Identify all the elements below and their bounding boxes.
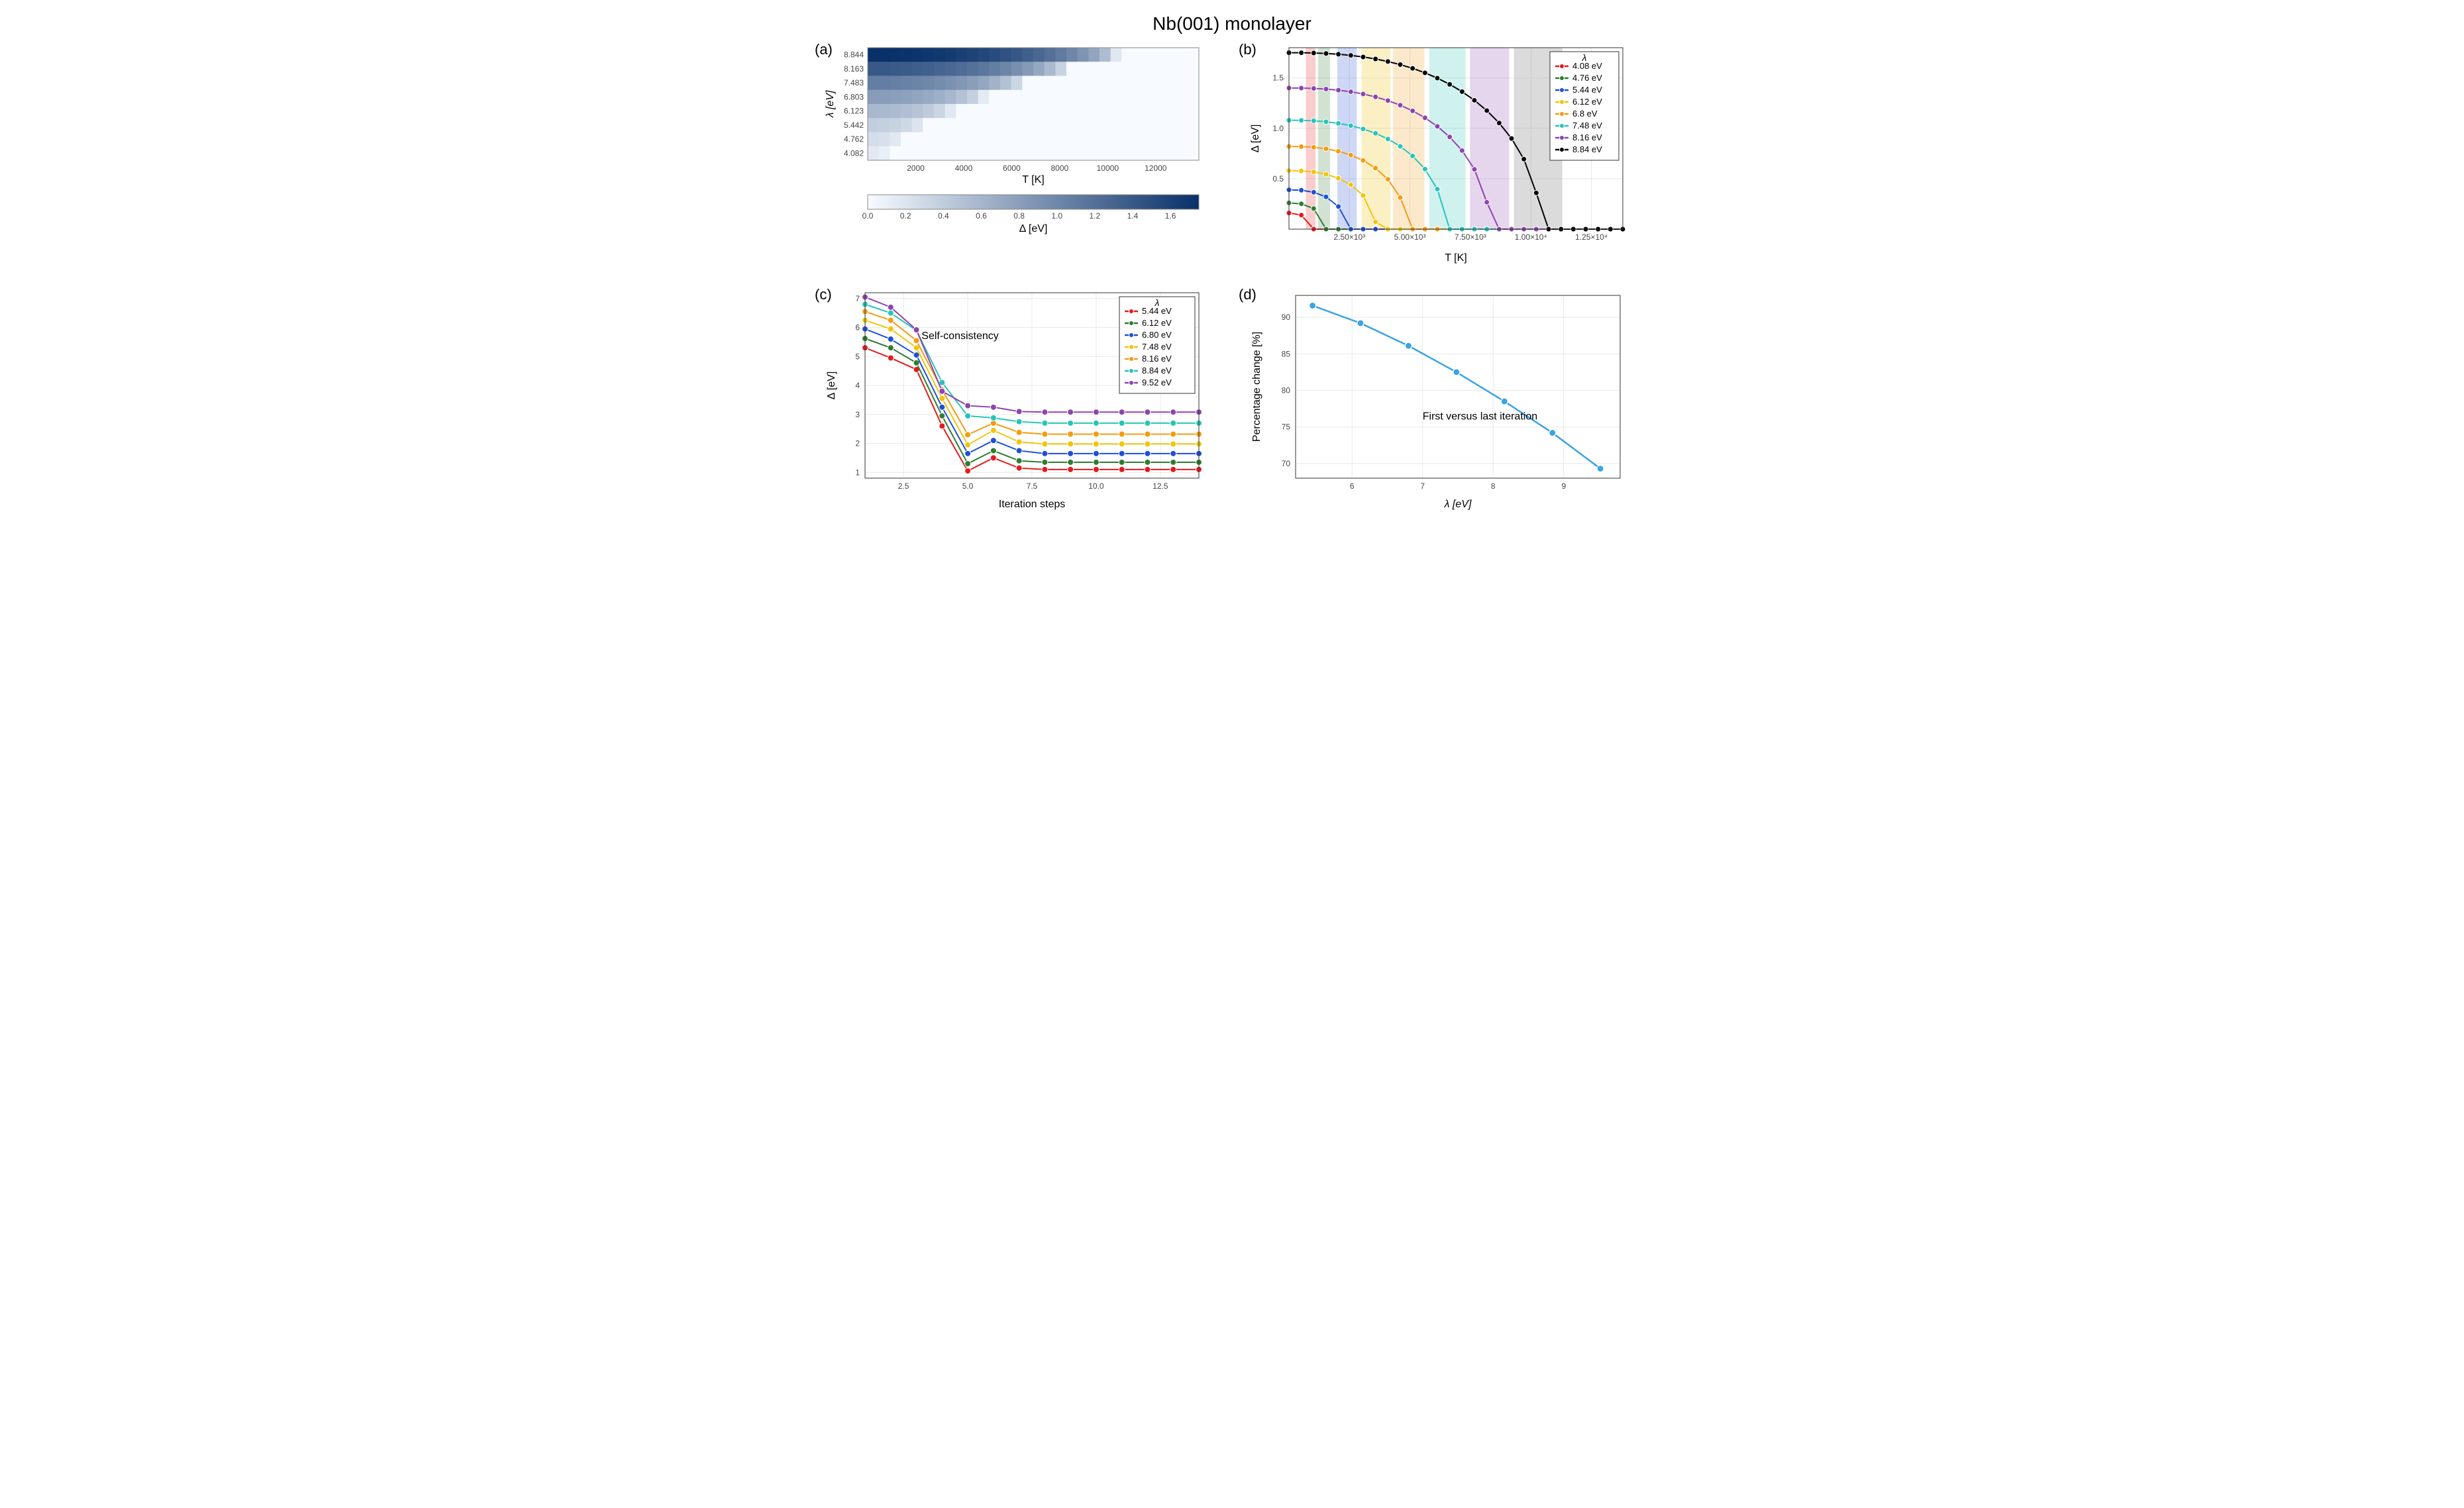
svg-text:12.5: 12.5	[1153, 481, 1168, 491]
svg-text:8.844: 8.844	[844, 50, 864, 60]
panel-c: (c) 12345672.55.07.510.012.5Iteration st…	[821, 286, 1219, 511]
panel-a-label: (a)	[815, 41, 833, 58]
svg-text:λ [eV]: λ [eV]	[1444, 499, 1472, 510]
heatmap-a: 8.844 8.163 7.483 6.803 6.123 5.442 4.762 4.082…	[821, 41, 1206, 266]
svg-text:Iteration steps: Iteration steps	[999, 499, 1066, 510]
svg-text:6.80 eV: 6.80 eV	[1142, 330, 1172, 340]
svg-text:5: 5	[855, 352, 860, 361]
svg-text:0.2: 0.2	[900, 211, 911, 221]
line-chart-b: 0.5 1.0 1.5 2.50×10³ 5.00×10³ 7.50×10³ 1.00×10…	[1245, 41, 1629, 266]
svg-text:7.48 eV: 7.48 eV	[1142, 342, 1172, 352]
svg-text:6.803: 6.803	[844, 92, 864, 101]
panel-grid: (a) 8.8448.1637.4836.8036.1235.4424.7624…	[821, 41, 1643, 511]
svg-text:0.0: 0.0	[862, 211, 874, 221]
svg-text:7.48 eV: 7.48 eV	[1572, 121, 1602, 130]
svg-text:Δ [eV]: Δ [eV]	[1019, 223, 1048, 234]
svg-text:8.84 eV: 8.84 eV	[1142, 366, 1172, 376]
svg-text:6: 6	[855, 323, 860, 332]
panel-b-label: (b)	[1239, 41, 1257, 58]
svg-text:1.25×10⁴: 1.25×10⁴	[1575, 232, 1608, 242]
svg-text:0.8: 0.8	[1013, 211, 1025, 221]
svg-text:2.50×10³: 2.50×10³	[1333, 232, 1365, 242]
panel-d: (d) 70758085906789λ [eV]Percentage chang…	[1245, 286, 1643, 511]
svg-text:1.4: 1.4	[1127, 211, 1139, 221]
svg-text:8.16 eV: 8.16 eV	[1142, 354, 1172, 364]
panel-d-label: (d)	[1239, 286, 1257, 303]
svg-text:8.84 eV: 8.84 eV	[1572, 144, 1602, 154]
svg-text:6.123: 6.123	[844, 107, 864, 116]
svg-text:6.12 eV: 6.12 eV	[1142, 318, 1172, 328]
svg-text:5.442: 5.442	[844, 121, 864, 130]
svg-text:5.44 eV: 5.44 eV	[1572, 85, 1602, 95]
svg-text:8.16 eV: 8.16 eV	[1572, 132, 1602, 142]
svg-text:1.2: 1.2	[1090, 211, 1101, 221]
svg-text:8.163: 8.163	[844, 64, 864, 74]
svg-text:6000: 6000	[1003, 164, 1021, 173]
svg-text:1.0: 1.0	[1272, 124, 1284, 133]
svg-text:T [K]: T [K]	[1022, 174, 1045, 185]
svg-text:5.0: 5.0	[962, 481, 974, 491]
svg-text:7.50×10³: 7.50×10³	[1455, 232, 1486, 242]
svg-text:1.0: 1.0	[1051, 211, 1062, 221]
svg-text:85: 85	[1282, 349, 1291, 358]
svg-text:7: 7	[1420, 481, 1425, 491]
svg-text:Δ [eV]: Δ [eV]	[826, 372, 837, 400]
svg-text:75: 75	[1282, 423, 1291, 432]
svg-text:4.762: 4.762	[844, 134, 864, 144]
svg-text:1.5: 1.5	[1272, 74, 1284, 83]
svg-text:4: 4	[855, 381, 860, 390]
svg-text:8: 8	[1491, 481, 1496, 491]
svg-text:0.5: 0.5	[1272, 174, 1284, 183]
svg-text:1: 1	[855, 468, 860, 477]
svg-text:1.00×10⁴: 1.00×10⁴	[1515, 232, 1547, 242]
figure-root: Nb(001) monolayer (a) 8.8448.1637.4836.8…	[821, 13, 1643, 511]
panel-b: (b) 0.51.01.52.50×10³5.00×10³7.50×10³1.0…	[1245, 41, 1643, 266]
svg-text:12000: 12000	[1145, 164, 1167, 173]
svg-text:4000: 4000	[955, 164, 973, 173]
svg-text:6.12 eV: 6.12 eV	[1572, 97, 1602, 107]
svg-text:9: 9	[1561, 481, 1566, 491]
svg-text:90: 90	[1282, 313, 1291, 322]
svg-text:Δ [eV]: Δ [eV]	[1250, 125, 1261, 153]
svg-text:10.0: 10.0	[1088, 481, 1104, 491]
svg-text:7.483: 7.483	[844, 78, 864, 87]
svg-text:4.082: 4.082	[844, 148, 864, 158]
svg-text:First versus last iteration: First versus last iteration	[1423, 411, 1537, 423]
figure-title: Nb(001) monolayer	[821, 13, 1643, 34]
svg-text:9.52 eV: 9.52 eV	[1142, 377, 1172, 387]
svg-text:T [K]: T [K]	[1445, 252, 1467, 264]
svg-text:0.6: 0.6	[976, 211, 987, 221]
svg-text:Percentage change [%]: Percentage change [%]	[1251, 332, 1262, 442]
svg-text:4.08 eV: 4.08 eV	[1572, 61, 1602, 71]
svg-text:5.00×10³: 5.00×10³	[1394, 232, 1426, 242]
svg-text:0.4: 0.4	[938, 211, 949, 221]
svg-text:5.44 eV: 5.44 eV	[1142, 306, 1172, 316]
svg-text:1.6: 1.6	[1165, 211, 1176, 221]
line-chart-c: 1 2 3 4 5 6 7 2.5 5.0 7.5 10.0 12.5 Iteration steps Δ…	[821, 286, 1206, 511]
panel-a: (a) 8.8448.1637.4836.8036.1235.4424.7624…	[821, 41, 1219, 266]
svg-text:70: 70	[1282, 459, 1291, 468]
svg-text:2000: 2000	[907, 164, 925, 173]
svg-text:λ [eV]: λ [eV]	[825, 90, 836, 118]
svg-text:10000: 10000	[1097, 164, 1119, 173]
svg-text:4.76 eV: 4.76 eV	[1572, 73, 1602, 83]
panel-c-label: (c)	[815, 286, 832, 303]
svg-text:3: 3	[855, 410, 860, 419]
svg-text:2: 2	[855, 439, 860, 448]
svg-text:80: 80	[1282, 386, 1291, 395]
svg-text:8000: 8000	[1051, 164, 1069, 173]
svg-text:7.5: 7.5	[1027, 481, 1038, 491]
svg-text:Self-consistency: Self-consistency	[921, 330, 998, 342]
svg-text:6: 6	[1350, 481, 1355, 491]
line-chart-d: 70 75 80 85 90 6 7 8 9 λ [eV] Percentage change [%…	[1245, 286, 1629, 511]
svg-text:2.5: 2.5	[898, 481, 909, 491]
svg-text:7: 7	[855, 294, 860, 303]
svg-text:6.8 eV: 6.8 eV	[1572, 109, 1598, 119]
